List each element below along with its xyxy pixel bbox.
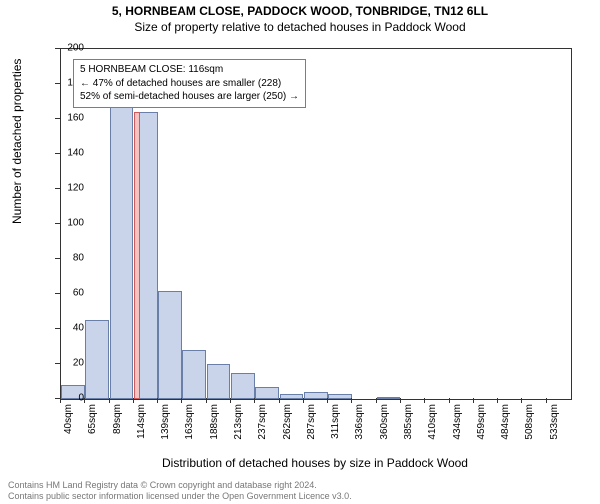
y-tick-mark [55,48,60,49]
x-tick-label: 163sqm [184,404,195,440]
x-tick-label: 508sqm [524,404,535,440]
y-tick-mark [55,188,60,189]
histogram-bar [207,364,231,399]
x-tick-mark [60,398,61,403]
x-tick-mark [449,398,450,403]
x-tick-label: 533sqm [549,404,560,440]
x-tick-mark [424,398,425,403]
histogram-bar [231,373,255,399]
x-tick-mark [497,398,498,403]
y-tick-mark [55,328,60,329]
x-tick-label: 434sqm [452,404,463,440]
histogram-bar [377,397,401,399]
x-tick-label: 360sqm [379,404,390,440]
x-tick-mark [254,398,255,403]
y-axis-label: Number of detached properties [10,59,24,224]
x-tick-mark [521,398,522,403]
chart-title-address: 5, HORNBEAM CLOSE, PADDOCK WOOD, TONBRID… [0,4,600,18]
histogram-bar [304,392,328,399]
x-tick-mark [303,398,304,403]
y-tick-mark [55,153,60,154]
histogram-bar [85,320,109,399]
x-tick-label: 139sqm [160,404,171,440]
y-tick-mark [55,258,60,259]
x-tick-label: 213sqm [233,404,244,440]
x-tick-mark [376,398,377,403]
x-tick-label: 89sqm [112,404,123,434]
x-tick-mark [327,398,328,403]
x-tick-label: 40sqm [63,404,74,434]
x-axis-label: Distribution of detached houses by size … [60,456,570,470]
x-tick-label: 484sqm [500,404,511,440]
attribution-footer: Contains HM Land Registry data © Crown c… [8,480,352,503]
x-tick-mark [473,398,474,403]
y-tick-mark [55,83,60,84]
x-tick-label: 237sqm [257,404,268,440]
histogram-bar [110,93,134,399]
x-tick-label: 385sqm [403,404,414,440]
x-tick-mark [351,398,352,403]
x-tick-mark [206,398,207,403]
highlight-bar [134,112,140,399]
x-tick-mark [400,398,401,403]
x-tick-mark [181,398,182,403]
y-tick-mark [55,363,60,364]
annotation-line1: 5 HORNBEAM CLOSE: 116sqm [80,63,299,77]
x-tick-mark [546,398,547,403]
x-tick-label: 65sqm [87,404,98,434]
histogram-bar [255,387,279,399]
x-tick-label: 459sqm [476,404,487,440]
y-tick-mark [55,118,60,119]
x-tick-mark [279,398,280,403]
annotation-line2: ← 47% of detached houses are smaller (22… [80,77,299,91]
footer-line1: Contains HM Land Registry data © Crown c… [8,480,352,491]
x-tick-label: 410sqm [427,404,438,440]
histogram-bar [280,394,304,399]
x-tick-mark [133,398,134,403]
x-tick-mark [230,398,231,403]
x-tick-mark [157,398,158,403]
highlight-annotation: 5 HORNBEAM CLOSE: 116sqm ← 47% of detach… [73,59,306,108]
x-tick-label: 287sqm [306,404,317,440]
chart-subtitle: Size of property relative to detached ho… [0,20,600,34]
x-tick-mark [109,398,110,403]
x-tick-label: 336sqm [354,404,365,440]
y-tick-mark [55,223,60,224]
x-tick-label: 114sqm [136,404,147,439]
x-tick-mark [84,398,85,403]
footer-line2: Contains public sector information licen… [8,491,352,502]
y-tick-mark [55,293,60,294]
histogram-bar [158,291,182,400]
x-tick-label: 262sqm [282,404,293,440]
histogram-bar [182,350,206,399]
x-tick-label: 188sqm [209,404,220,440]
x-tick-label: 311sqm [330,404,341,439]
histogram-bar [328,394,352,399]
annotation-line3: 52% of semi-detached houses are larger (… [80,90,299,104]
